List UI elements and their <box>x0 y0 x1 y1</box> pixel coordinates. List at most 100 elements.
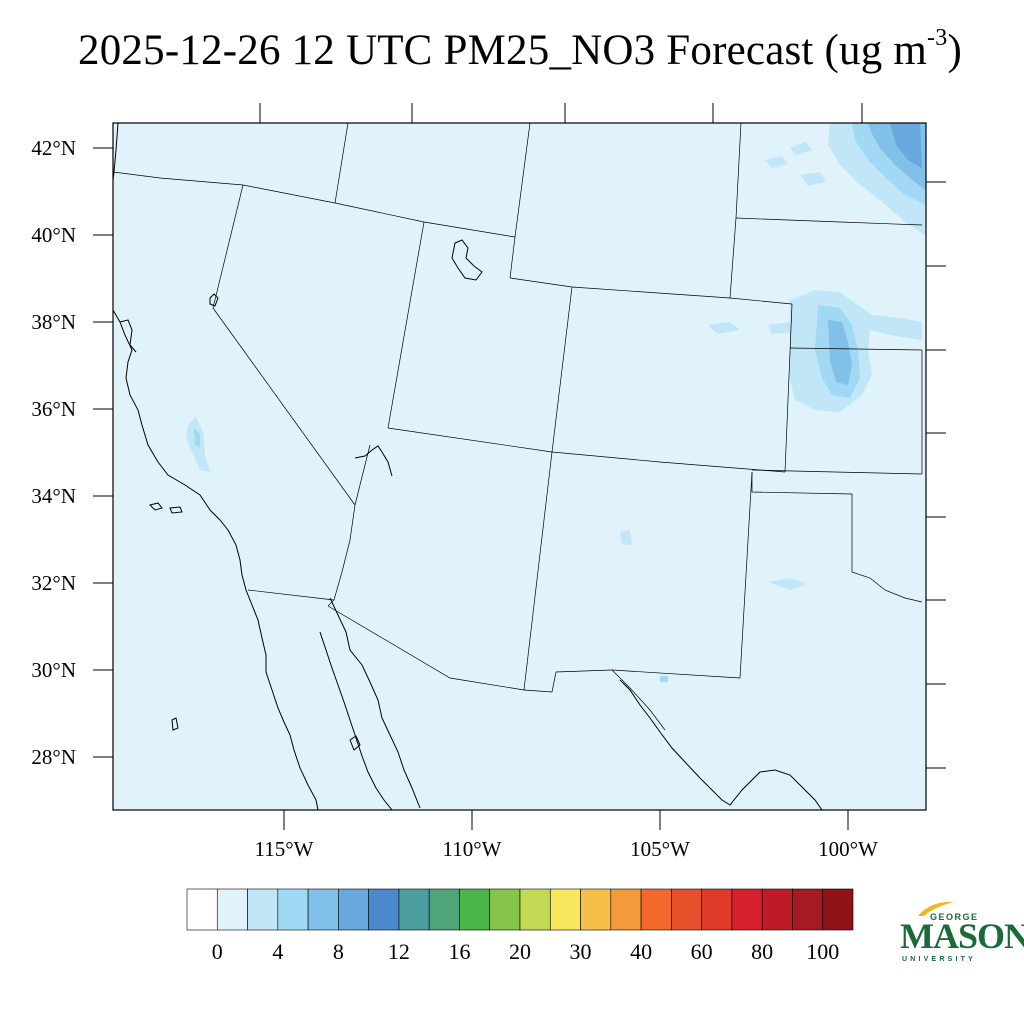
lake-tahoe <box>209 293 219 307</box>
colorbar-label: 20 <box>509 939 531 964</box>
patch-nm-small <box>620 530 632 545</box>
colorbar-label: 60 <box>691 939 713 964</box>
lat-label: 36°N <box>31 397 76 421</box>
border-oregon-idaho-south <box>113 171 336 204</box>
plot-title-close: ) <box>947 27 962 74</box>
patch-california-core <box>194 428 200 448</box>
colorbar-swatch <box>186 888 218 931</box>
patch-ne-small-3 <box>790 142 812 155</box>
border-arizona-mexico <box>327 605 525 691</box>
patch-ne-small-2 <box>800 172 826 186</box>
border-nevada-utah <box>387 221 425 429</box>
coast-texas <box>619 679 823 810</box>
colorbar-swatch <box>761 888 793 931</box>
latitude-ticks: 42°N 40°N 38°N 36°N 34°N 32°N 30°N 28°N <box>31 136 113 769</box>
lon-label: 100°W <box>818 837 878 861</box>
colorbar-swatch <box>519 888 551 931</box>
colorbar-swatch <box>580 888 612 931</box>
colorbar-label: 80 <box>751 939 773 964</box>
colorbar-label: 0 <box>212 939 223 964</box>
island-baja-1 <box>171 717 179 731</box>
colorbar-swatch <box>489 888 521 931</box>
logo-george: GEORGE <box>930 912 979 922</box>
island-tiburon <box>349 735 361 751</box>
lon-label: 110°W <box>443 837 502 861</box>
border-wyoming-south <box>509 277 793 305</box>
colorbar-swatch <box>671 888 702 931</box>
border-wyoming-west <box>509 236 516 279</box>
patch-texas-small <box>768 578 806 590</box>
top-ticks <box>259 103 863 123</box>
logo-university: UNIVERSITY <box>902 956 977 963</box>
border-colorado-kansas <box>784 303 793 473</box>
map-background <box>113 123 926 810</box>
border-us-mexico-california <box>247 589 335 601</box>
lake-mead <box>354 445 393 477</box>
map-frame <box>112 122 927 811</box>
lat-label: 42°N <box>31 136 76 160</box>
border-kansas-oklahoma <box>751 469 923 475</box>
longitude-ticks: 115°W 110°W 105°W 100°W <box>255 810 878 861</box>
border-kansas-nebraska <box>789 347 923 351</box>
colorbar-swatch <box>216 888 248 931</box>
border-utah-arizona <box>387 427 553 453</box>
border-nevada-arizona <box>354 444 371 506</box>
colorbar-swatch <box>549 888 581 931</box>
border-arizona-nm <box>523 451 553 691</box>
border-nevada-california <box>212 184 356 506</box>
lat-label: 30°N <box>31 658 76 682</box>
border-utah-colorado <box>551 286 573 453</box>
coast-gulf-california-east <box>329 597 421 809</box>
logo-swoosh-icon <box>918 901 954 916</box>
colorbar <box>186 888 854 931</box>
lat-label: 40°N <box>31 223 76 247</box>
patch-colorado-east <box>768 322 792 334</box>
colorbar-label: 40 <box>630 939 652 964</box>
border-nm-mexico <box>523 669 613 693</box>
colorbar-label: 100 <box>806 939 839 964</box>
coast-gulf-california-west <box>319 631 393 810</box>
plume-nebraska-peak <box>890 123 922 168</box>
island-channel-1 <box>149 502 163 511</box>
plot-title-main: 2025-12-26 12 UTC PM25_NO3 Forecast (ug … <box>78 27 928 74</box>
colorbar-swatch <box>459 888 491 931</box>
colorbar-label: 8 <box>333 939 344 964</box>
plume-kansas-high <box>828 320 852 385</box>
border-wyoming-north <box>514 123 531 238</box>
colorbar-swatch <box>610 888 642 931</box>
colorbar-label: 16 <box>448 939 470 964</box>
colorbar-swatch <box>428 888 460 931</box>
border-arizona-california <box>327 504 356 607</box>
border-sd-nebraska <box>735 217 923 226</box>
plot-title-superscript: -3 <box>927 24 948 51</box>
colorbar-swatch <box>338 888 369 931</box>
colorbar-label: 12 <box>388 939 410 964</box>
colorbar-swatch <box>307 888 339 931</box>
border-nm-texas-west <box>739 471 753 679</box>
concentration-fill <box>186 123 926 682</box>
lake-great-salt <box>451 239 483 281</box>
colorbar-swatch <box>701 888 733 931</box>
colorbar-swatch <box>640 888 672 931</box>
patch-ne-small-1 <box>765 156 788 168</box>
plot-title: 2025-12-26 12 UTC PM25_NO3 Forecast (ug … <box>0 24 1024 75</box>
border-texas-mexico <box>611 669 666 731</box>
colorbar-label: 4 <box>272 939 283 964</box>
colorbar-swatch <box>792 888 824 931</box>
border-montana-idaho <box>334 123 349 204</box>
lat-label: 28°N <box>31 745 76 769</box>
colorbar-swatch <box>822 888 854 931</box>
patch-colorado-central <box>708 322 740 334</box>
lat-label: 32°N <box>31 571 76 595</box>
border-nm-texas-south <box>611 669 741 679</box>
lon-label: 105°W <box>630 837 690 861</box>
border-colorado-nm <box>551 451 786 473</box>
gmu-logo: GEORGE MASON UNIVERSITY <box>898 898 1024 968</box>
right-ticks <box>926 181 946 769</box>
coast-sf-bay <box>119 319 137 353</box>
state-borders <box>113 123 923 731</box>
colorbar-label: 30 <box>570 939 592 964</box>
colorbar-swatch <box>277 888 309 931</box>
lon-label: 115°W <box>255 837 314 861</box>
